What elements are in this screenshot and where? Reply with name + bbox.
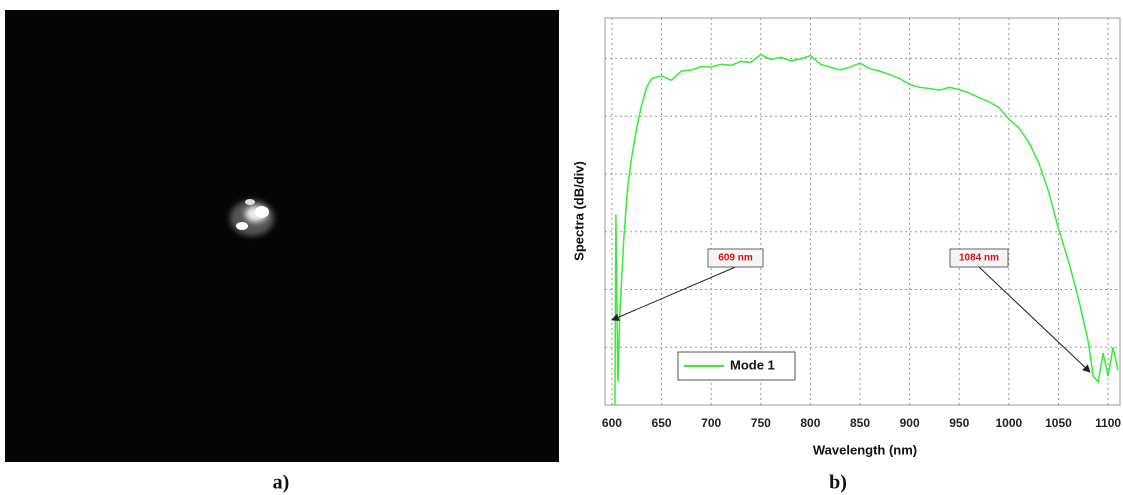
x-tick-label: 800	[800, 416, 820, 430]
beam-photo	[5, 10, 559, 462]
x-tick-label: 850	[850, 416, 870, 430]
annotation-box	[949, 248, 1009, 268]
x-tick-label: 1100	[1095, 416, 1121, 430]
y-axis-label: Spectra (dB/div)	[571, 161, 586, 261]
beam-spot	[230, 199, 274, 236]
x-tick-label: 600	[602, 416, 622, 430]
x-tick-label: 950	[949, 416, 969, 430]
annotation: 1084 nm	[959, 253, 999, 264]
x-tick-label: 900	[900, 416, 920, 430]
panel-label: a)	[273, 472, 290, 494]
x-axis-label: Wavelength (nm)	[813, 442, 917, 457]
legend-label: Mode 1	[730, 357, 775, 372]
x-tick-label: 750	[751, 416, 771, 430]
annotation-box	[707, 248, 764, 268]
spectrum-line	[614, 53, 1119, 406]
x-tick-label: 700	[701, 416, 721, 430]
plot-area	[604, 17, 1121, 406]
annotation-arrow	[611, 266, 736, 321]
x-tick-label: 650	[652, 416, 672, 430]
annotation: 609 nm	[718, 253, 753, 264]
annotation-arrow	[978, 266, 1091, 373]
panel-label: b)	[829, 472, 847, 494]
x-tick-label: 1050	[1045, 416, 1072, 430]
x-tick-label: 1000	[996, 416, 1023, 430]
